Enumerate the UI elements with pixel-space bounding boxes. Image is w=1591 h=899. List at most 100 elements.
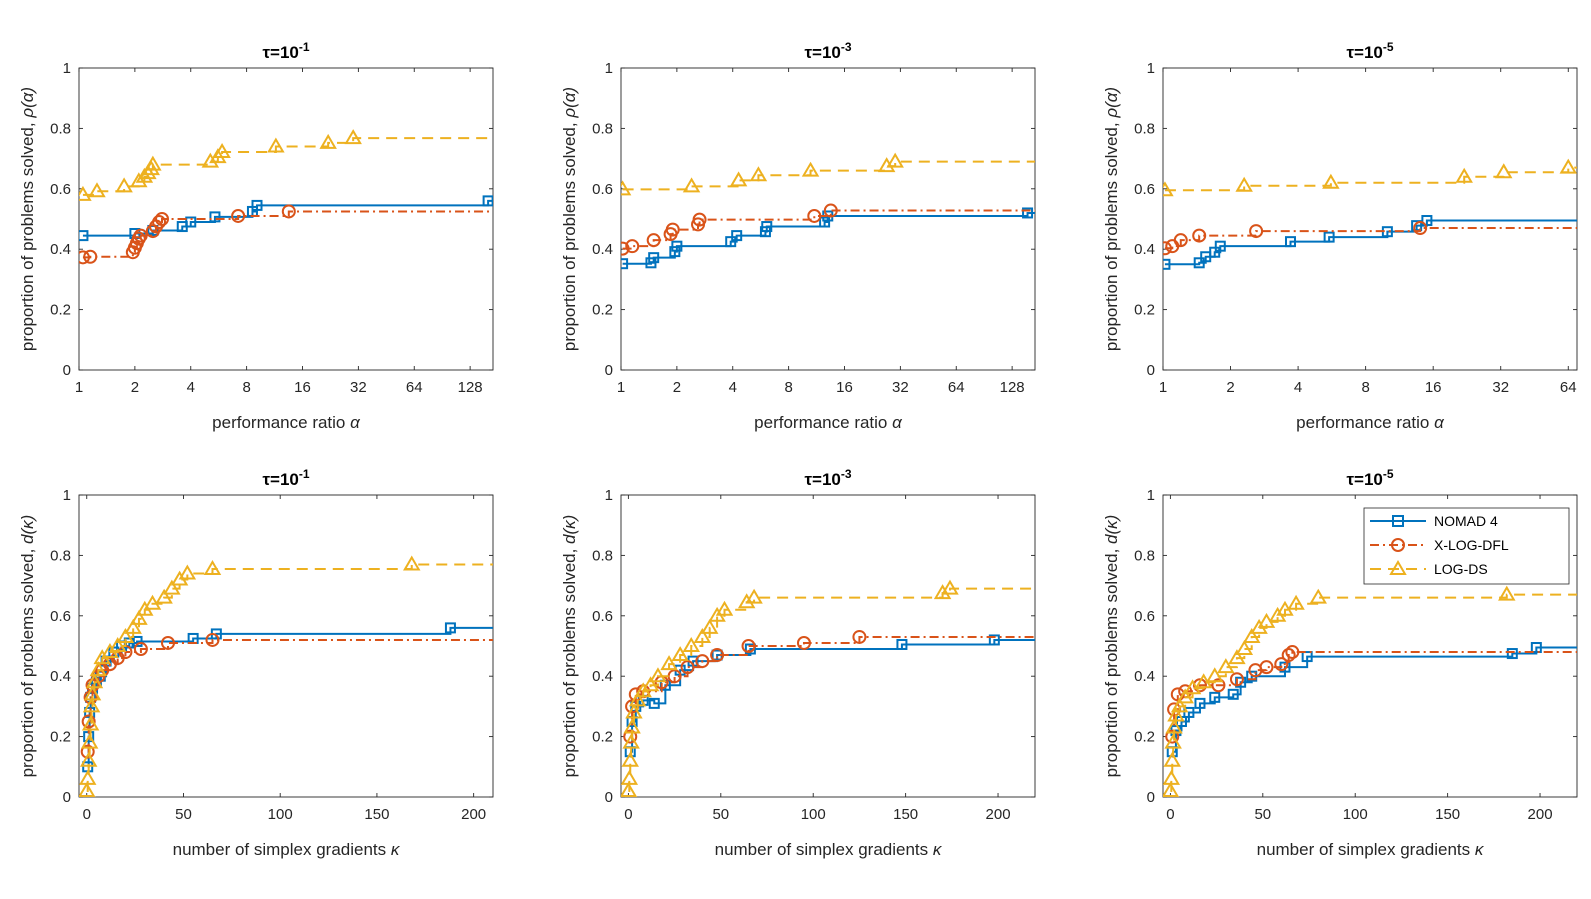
x-tick-label: 50	[1254, 806, 1271, 823]
y-tick-label: 0.8	[592, 120, 613, 137]
legend: NOMAD 4 X-LOG-DFL LOG-DS	[1363, 507, 1570, 585]
x-tick-label: 64	[948, 379, 965, 396]
x-tick-label: 1	[1159, 379, 1167, 396]
data-point-triangle	[1163, 181, 1174, 197]
plot-area-5	[621, 579, 1035, 797]
data-point-circle	[205, 632, 220, 647]
data-point-triangle	[319, 133, 337, 149]
y-tick-label: 0	[1147, 362, 1155, 379]
data-point-triangle	[403, 555, 421, 571]
series-line	[86, 563, 493, 792]
data-point-triangle	[116, 627, 135, 643]
x-tick-label: 50	[175, 806, 192, 823]
y-axis-label-2: proportion of problems solved, ρ(α)	[560, 87, 579, 351]
data-point-triangle	[79, 769, 97, 785]
axes-5: 0 50 100 150 200 0 0.2 0.4 0.6 0.8 1	[592, 487, 1036, 823]
data-point-square	[79, 230, 89, 242]
data-point-triangle	[130, 172, 148, 188]
data-point-triangle	[682, 637, 700, 652]
x-tick-label: 4	[1294, 379, 1302, 396]
data-point-square	[988, 634, 1000, 646]
data-point-triangle	[1309, 588, 1327, 604]
series-log-ds	[79, 555, 493, 797]
y-axis-label-1: proportion of problems solved, ρ(α)	[18, 87, 37, 351]
x-axis-label-6: number of simplex gradients κ	[1257, 840, 1485, 859]
data-point-triangle	[79, 185, 92, 201]
data-point-square	[671, 240, 683, 252]
data-point-circle	[796, 635, 811, 650]
data-point-triangle	[124, 618, 142, 634]
data-point-circle	[646, 233, 661, 248]
data-point-circle	[625, 239, 640, 254]
data-point-triangle	[625, 703, 643, 719]
x-tick-label: 0	[624, 806, 632, 823]
series-log-ds	[621, 579, 1035, 797]
x-tick-label: 32	[350, 379, 367, 396]
data-point-square	[1227, 688, 1239, 700]
plot-panel-4: τ=10-1 number of simplex gradients κ pro…	[18, 467, 494, 859]
series-nomad-4	[1163, 215, 1577, 270]
data-point-square	[725, 236, 737, 248]
data-point-circle	[83, 249, 98, 264]
data-point-square	[648, 252, 660, 264]
data-point-square	[1183, 706, 1195, 718]
plot-area-4	[79, 555, 493, 797]
data-point-triangle	[1228, 649, 1246, 665]
data-point-triangle	[749, 166, 768, 182]
y-axis-label-5: proportion of problems solved, d(κ)	[560, 515, 579, 778]
x-tick-label: 64	[1560, 379, 1577, 396]
plot-panel-2: τ=10-3 performance ratio α proportion of…	[560, 40, 1036, 432]
series-x-log-dfl	[1163, 221, 1577, 256]
x-tick-label: 8	[1361, 379, 1369, 396]
data-point-triangle	[621, 769, 639, 785]
data-point-square	[1193, 257, 1205, 269]
data-point-triangle	[1322, 173, 1340, 189]
axes-4: 0 50 100 150 200 0 0.2 0.4 0.6 0.8 1	[50, 487, 494, 823]
axes-box	[1162, 67, 1578, 371]
series-x-log-dfl	[79, 204, 493, 265]
plot-title-4: τ=10-1	[262, 467, 309, 489]
x-tick-label: 8	[784, 379, 792, 396]
data-point-triangle	[83, 685, 102, 701]
legend-marker-square-icon	[1392, 515, 1404, 527]
plot-panel-6: τ=10-5 number of simplex gradients κ pro…	[1102, 467, 1578, 859]
data-point-triangle	[88, 182, 106, 198]
y-tick-label: 0	[63, 789, 71, 806]
data-point-triangle	[693, 627, 712, 643]
data-point-triangle	[621, 781, 638, 797]
series-x-log-dfl	[1165, 645, 1577, 744]
axes-box	[78, 494, 494, 798]
data-point-square	[819, 216, 831, 228]
data-point-circle	[852, 629, 867, 644]
data-point-circle	[79, 250, 90, 265]
y-tick-label: 0.6	[1134, 181, 1155, 198]
data-point-circle	[1259, 660, 1274, 675]
y-tick-label: 0.2	[50, 729, 71, 746]
x-tick-label: 32	[892, 379, 909, 396]
data-point-square	[444, 622, 456, 634]
data-point-circle	[741, 639, 756, 653]
data-point-circle	[710, 648, 725, 663]
data-point-triangle	[89, 661, 108, 677]
x-tick-label: 128	[1000, 379, 1025, 396]
data-point-square	[896, 638, 908, 650]
x-tick-label: 200	[461, 806, 486, 823]
y-tick-label: 0	[605, 362, 613, 379]
x-axis-label-1: performance ratio α	[212, 413, 361, 432]
y-tick-label: 1	[605, 60, 613, 77]
series-log-ds	[1163, 585, 1577, 797]
y-tick-label: 0.8	[1134, 547, 1155, 564]
data-point-circle	[680, 660, 695, 675]
data-point-triangle	[1287, 594, 1305, 610]
data-point-triangle	[1235, 640, 1254, 656]
data-point-triangle	[941, 579, 959, 595]
x-tick-label: 200	[1528, 806, 1553, 823]
data-point-triangle	[1559, 158, 1577, 174]
data-point-triangle	[1242, 627, 1261, 643]
data-point-triangle	[130, 609, 148, 625]
data-point-triangle	[700, 618, 719, 634]
x-tick-label: 50	[712, 806, 729, 823]
x-tick-label: 2	[1226, 379, 1234, 396]
y-tick-label: 0.4	[50, 668, 71, 685]
x-tick-label: 8	[242, 379, 250, 396]
